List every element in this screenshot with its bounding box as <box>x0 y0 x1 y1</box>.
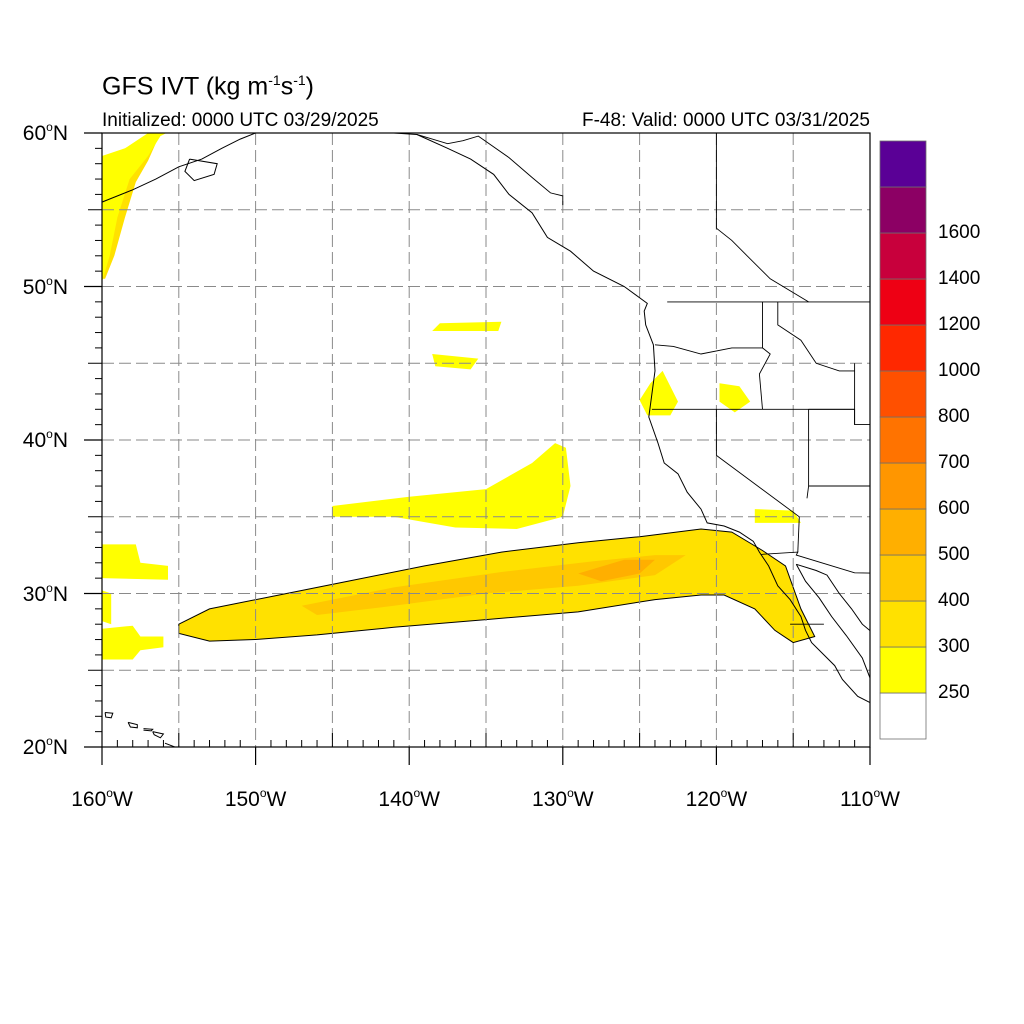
lat-label: 20oN <box>22 734 68 759</box>
degree-symbol: o <box>46 580 53 595</box>
border-mt-id <box>777 301 855 372</box>
colorbar-box <box>879 646 927 694</box>
border-wa-or <box>654 344 763 355</box>
coast-hawaii-molokai <box>143 728 154 732</box>
ivt-region-blob-w30n <box>102 590 112 625</box>
ivt-region-blob-w33n <box>102 544 168 580</box>
border-ca-az <box>797 516 800 553</box>
colorbar-box <box>879 278 927 326</box>
degree-symbol: o <box>413 786 421 800</box>
coast-gulf-of-california <box>795 564 870 679</box>
lat-label: 40oN <box>22 427 68 452</box>
ivt-region-blob-48n <box>432 321 502 331</box>
border-nv-ut <box>806 409 810 499</box>
degree-symbol: o <box>259 786 267 800</box>
colorbar-box <box>879 232 927 280</box>
border-ut-north <box>808 408 870 426</box>
coast-alaska-coast <box>102 133 256 203</box>
degree-symbol: o <box>720 786 728 800</box>
colorbar-label: 1400 <box>938 268 981 289</box>
lon-label: 110oW <box>840 786 900 811</box>
ivt-region-blob-45n <box>432 354 479 370</box>
axis-ticks <box>84 132 871 765</box>
ivt-colorbar <box>879 140 927 740</box>
border-mexico-us-border <box>760 551 870 574</box>
coast-hawaii-oahu <box>127 721 138 729</box>
ivt-region-blob-alaska-edge <box>102 133 167 282</box>
degree-symbol: o <box>106 786 113 800</box>
ivt-contour-outline <box>178 528 816 644</box>
border-alaska-canada-border <box>393 133 564 206</box>
coast-hawaii-maui <box>152 731 165 739</box>
coast-north-american-coast <box>416 134 870 703</box>
ivt-region-blob-w27n <box>102 625 164 660</box>
colorbar-label: 1200 <box>938 314 981 335</box>
colorbar-box <box>879 140 927 188</box>
colorbar-label: 1000 <box>938 360 981 381</box>
lon-label: 160oW <box>71 786 133 811</box>
ivt-fill-layer <box>102 133 816 660</box>
lon-label: 140oW <box>378 786 440 811</box>
border-bc-alberta <box>715 133 809 303</box>
lon-label: 120oW <box>685 786 748 811</box>
colorbar-label: 800 <box>938 406 970 427</box>
ivt-region-band-35n <box>332 443 571 529</box>
lat-label: 60oN <box>22 120 68 145</box>
ivt-region-blob-nevada <box>719 383 751 413</box>
colorbar-box <box>879 554 927 602</box>
coast-hawaii-big-island <box>164 742 177 747</box>
lat-lon-grid <box>102 133 870 747</box>
map-title: GFS IVT (kg m-1s-1) <box>102 72 314 101</box>
colorbar-box <box>879 692 927 740</box>
coast-kodiak-island <box>184 158 218 182</box>
valid-time-subtitle: F-48: Valid: 0000 UTC 03/31/2025 <box>582 110 870 131</box>
colorbar-box <box>879 508 927 556</box>
ivt-region-blob-socal <box>754 509 801 523</box>
colorbar-label: 300 <box>938 636 970 657</box>
colorbar-label: 500 <box>938 544 970 565</box>
colorbar-box <box>879 416 927 464</box>
ivt-region-ar-max <box>578 559 655 582</box>
colorbar-label: 700 <box>938 452 970 473</box>
colorbar-box <box>879 600 927 648</box>
colorbar-label: 250 <box>938 682 970 703</box>
colorbar-box <box>879 186 927 234</box>
colorbar-label: 1600 <box>938 222 981 243</box>
coast-hawaii-kauai <box>104 712 114 719</box>
degree-symbol: o <box>46 734 53 748</box>
degree-symbol: o <box>46 273 53 288</box>
colorbar-label: 600 <box>938 498 970 519</box>
colorbar-box <box>879 370 927 418</box>
border-ca-nv <box>715 409 800 518</box>
ivt-region-blob-ncal <box>639 370 678 416</box>
colorbar-box <box>879 324 927 372</box>
lat-label: 50oN <box>22 273 68 299</box>
degree-symbol: o <box>567 786 574 800</box>
degree-symbol: o <box>873 786 881 800</box>
colorbar-box <box>879 462 927 510</box>
colorbar-label: 400 <box>938 590 970 611</box>
degree-symbol: o <box>46 427 53 441</box>
lat-label: 30oN <box>22 580 68 606</box>
map-frame <box>101 132 871 748</box>
degree-symbol: o <box>46 120 53 134</box>
coast-mexico-mainland <box>796 563 870 663</box>
lon-label: 150oW <box>224 786 287 811</box>
lon-label: 130oW <box>532 786 594 811</box>
border-id-border <box>758 301 771 410</box>
coastlines <box>102 133 870 747</box>
init-time-subtitle: Initialized: 0000 UTC 03/29/2025 <box>102 110 379 131</box>
